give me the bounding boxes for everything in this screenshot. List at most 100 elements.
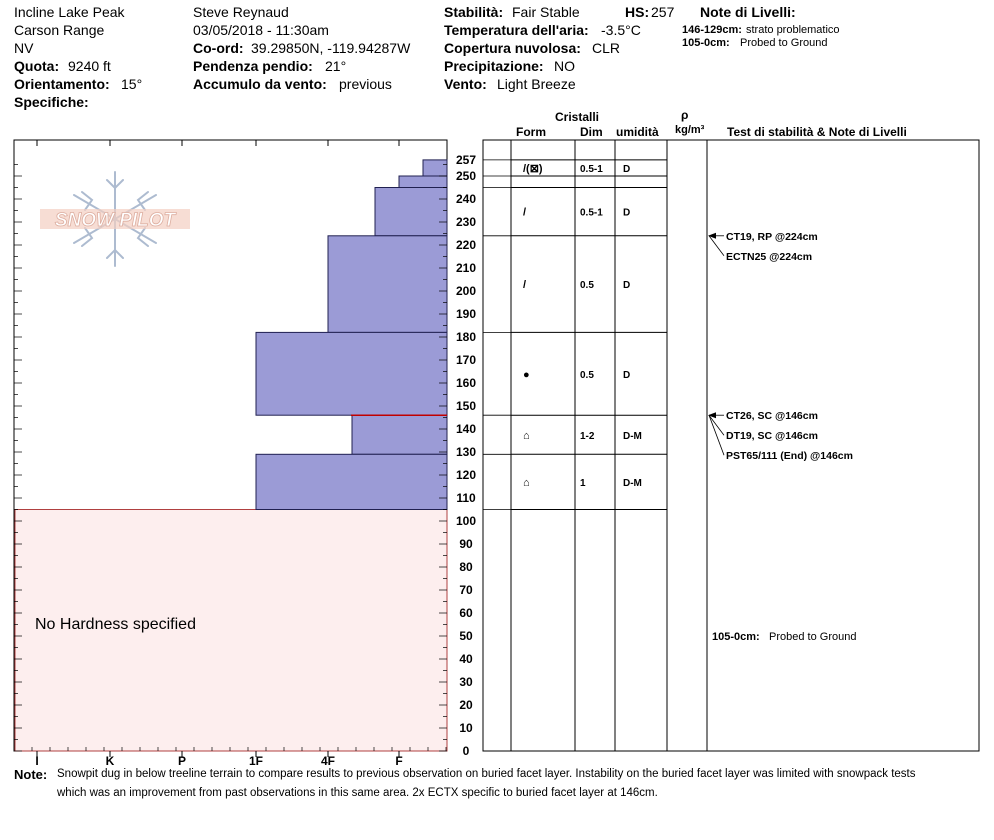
depth-label: 80 (459, 560, 473, 574)
hardness-axis-label: P (178, 754, 186, 768)
depth-label: 60 (459, 606, 473, 620)
depth-label: 120 (456, 468, 476, 482)
coord-value: 39.29850N, -119.94287W (251, 40, 411, 56)
grain-form: / (523, 207, 526, 219)
air-temp-label: Temperatura dell'aria: (444, 22, 589, 38)
depth-label: 230 (456, 215, 476, 229)
hardness-axis-label: I (35, 754, 38, 768)
depth-label: 170 (456, 353, 476, 367)
test-arrow (708, 415, 725, 456)
probe-note-text: Probed to Ground (769, 631, 856, 643)
depth-label: 110 (456, 491, 476, 505)
depth-label: 150 (456, 399, 476, 413)
no-hardness-text: No Hardness specified (35, 616, 196, 633)
depth-label: 100 (456, 514, 476, 528)
stability-test: PST65/111 (End) @146cm (726, 450, 853, 462)
arrowhead-icon (708, 232, 716, 239)
moisture-value: D (623, 164, 630, 175)
depth-label: 50 (459, 629, 473, 643)
stability-value: Fair Stable (512, 4, 580, 20)
hardness-axis-label: 4F (321, 754, 335, 768)
hardness-axis-label: K (106, 754, 115, 768)
depth-label: 10 (459, 721, 473, 735)
depth-label: 200 (456, 284, 476, 298)
hardness-bar (374, 187, 448, 237)
stability-label: Stabilità: (444, 4, 504, 20)
layer-note-text: strato problematico (746, 24, 840, 36)
stability-test: ECTN25 @224cm (726, 251, 812, 263)
slope-label: Pendenza pendio: (193, 58, 313, 74)
wind-label: Vento: (444, 76, 487, 92)
hs-label: HS: (625, 4, 650, 20)
elevation-value: 9240 ft (68, 58, 111, 74)
footer-line-2: which was an improvement from past obser… (57, 787, 658, 799)
hardness-bar (327, 235, 448, 333)
depth-label: 240 (456, 192, 476, 206)
precip-value: NO (554, 58, 575, 74)
layer-note-text: Probed to Ground (740, 37, 828, 49)
aspect-label: Orientamento: (14, 76, 110, 92)
depth-label: 70 (459, 583, 473, 597)
grain-size: 1-2 (580, 431, 595, 442)
rho-header: ρ (681, 108, 689, 122)
state: NV (14, 40, 34, 56)
hardness-bar (255, 453, 448, 510)
depth-label: 250 (456, 169, 476, 183)
hardness-bar (398, 175, 448, 188)
wind-loading-value: previous (339, 76, 392, 92)
observer: Steve Reynaud (193, 4, 289, 20)
aspect-value: 15° (121, 76, 143, 92)
depth-label: 220 (456, 238, 476, 252)
hardness-axis-label: F (395, 754, 402, 768)
moisture-header: umidità (616, 125, 659, 139)
precip-label: Precipitazione: (444, 58, 544, 74)
stability-test: CT19, RP @224cm (726, 231, 818, 243)
grain-size: 1 (580, 478, 586, 489)
density-unit-header: kg/m³ (675, 124, 705, 136)
crystals-header: Cristalli (555, 110, 600, 124)
depth-label: 160 (456, 376, 476, 390)
slope-value: 21° (325, 58, 347, 74)
hardness-bar (351, 414, 448, 455)
no-hardness-region (14, 509, 448, 752)
tests-header: Test di stabilità & Note di Livelli (727, 125, 907, 139)
layer-notes-title: Note di Livelli: (700, 4, 796, 20)
hardness-bar (255, 331, 448, 416)
specifics-label: Specifiche: (14, 94, 89, 110)
location-name: Incline Lake Peak (14, 4, 125, 20)
elevation-label: Quota: (14, 58, 60, 74)
grain-size: 0.5 (580, 280, 594, 291)
cloud-value: CLR (592, 40, 621, 56)
grain-form: ⌂ (523, 430, 530, 442)
depth-label: 0 (463, 744, 470, 758)
probe-note-range: 105-0cm: (712, 631, 760, 643)
hardness-bar (422, 159, 448, 177)
depth-label: 140 (456, 422, 476, 436)
footer-line-1: Snowpit dug in below treeline terrain to… (57, 768, 916, 780)
moisture-value: D (623, 280, 630, 291)
depth-label: 130 (456, 445, 476, 459)
mountain-range: Carson Range (14, 22, 105, 38)
layer-note-range: 105-0cm: (682, 37, 730, 49)
logo-band (40, 209, 190, 229)
stability-test: DT19, SC @146cm (726, 430, 818, 442)
grain-form: /(⊠) (523, 163, 543, 175)
datetime: 03/05/2018 - 11:30am (193, 22, 329, 38)
test-arrow (708, 235, 725, 257)
grain-size: 0.5-1 (580, 208, 603, 219)
coord-label: Co-ord: (193, 40, 244, 56)
snowpilot-logo: SNOW PILOT (40, 171, 190, 267)
grain-form: ⌂ (523, 477, 530, 489)
depth-label: 190 (456, 307, 476, 321)
size-header: Dim (580, 125, 603, 139)
depth-label: 30 (459, 675, 473, 689)
grain-form: ● (523, 369, 530, 381)
grain-form: / (523, 279, 526, 291)
moisture-value: D-M (623, 478, 642, 489)
depth-label-top: 257 (456, 153, 476, 167)
cloud-label: Copertura nuvolosa: (444, 40, 581, 56)
grain-size: 0.5 (580, 370, 594, 381)
depth-label: 210 (456, 261, 476, 275)
moisture-value: D (623, 370, 630, 381)
